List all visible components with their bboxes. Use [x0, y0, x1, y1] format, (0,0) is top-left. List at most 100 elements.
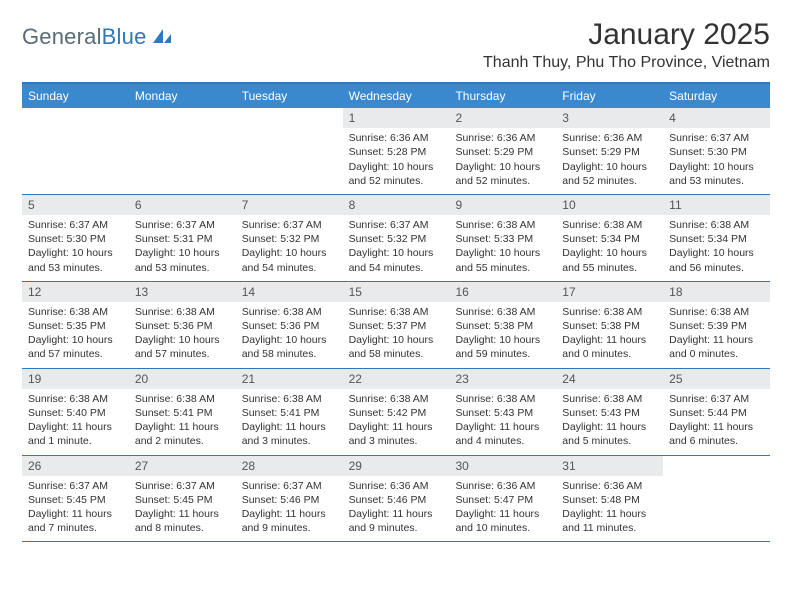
day-cell: 1Sunrise: 6:36 AMSunset: 5:28 PMDaylight… — [343, 108, 450, 194]
day-number: 4 — [663, 108, 770, 128]
sunset-line: Sunset: 5:36 PM — [242, 319, 337, 333]
day-body: Sunrise: 6:36 AMSunset: 5:46 PMDaylight:… — [343, 479, 450, 536]
sunset-line: Sunset: 5:46 PM — [349, 493, 444, 507]
sunrise-line: Sunrise: 6:37 AM — [669, 392, 764, 406]
daylight-line: Daylight: 10 hours and 54 minutes. — [242, 246, 337, 274]
daylight-line: Daylight: 10 hours and 58 minutes. — [349, 333, 444, 361]
day-number: 9 — [449, 195, 556, 215]
sunset-line: Sunset: 5:47 PM — [455, 493, 550, 507]
day-body: Sunrise: 6:36 AMSunset: 5:28 PMDaylight:… — [343, 131, 450, 188]
day-cell: 29 Sunrise: 6:36 AMSunset: 5:46 PMDayligh… — [343, 456, 450, 542]
week-row: 26Sunrise: 6:37 AMSunset: 5:45 PMDayligh… — [22, 456, 770, 543]
daylight-line: Daylight: 10 hours and 59 minutes. — [455, 333, 550, 361]
day-body: Sunrise: 6:38 AMSunset: 5:39 PMDaylight:… — [663, 305, 770, 362]
week-row: 12Sunrise: 6:38 AMSunset: 5:35 PMDayligh… — [22, 282, 770, 369]
day-cell: 9 Sunrise: 6:38 AMSunset: 5:33 PMDaylight… — [449, 195, 556, 281]
daylight-line: Daylight: 10 hours and 57 minutes. — [135, 333, 230, 361]
daylight-line: Daylight: 10 hours and 53 minutes. — [28, 246, 123, 274]
daylight-line: Daylight: 11 hours and 0 minutes. — [669, 333, 764, 361]
day-body: Sunrise: 6:38 AMSunset: 5:34 PMDaylight:… — [556, 218, 663, 275]
sunset-line: Sunset: 5:45 PM — [28, 493, 123, 507]
day-body: Sunrise: 6:37 AMSunset: 5:32 PMDaylight:… — [343, 218, 450, 275]
day-number: 25 — [663, 369, 770, 389]
day-number: 28 — [236, 456, 343, 476]
day-cell: 11Sunrise: 6:38 AMSunset: 5:34 PMDayligh… — [663, 195, 770, 281]
day-body: Sunrise: 6:37 AMSunset: 5:45 PMDaylight:… — [22, 479, 129, 536]
sunrise-line: Sunrise: 6:38 AM — [562, 305, 657, 319]
sunrise-line: Sunrise: 6:38 AM — [562, 218, 657, 232]
sunrise-line: Sunrise: 6:38 AM — [455, 392, 550, 406]
day-cell: 26Sunrise: 6:37 AMSunset: 5:45 PMDayligh… — [22, 456, 129, 542]
day-cell-empty: . — [22, 108, 129, 194]
day-cell: 19Sunrise: 6:38 AMSunset: 5:40 PMDayligh… — [22, 369, 129, 455]
day-number: 23 — [449, 369, 556, 389]
day-body: Sunrise: 6:38 AMSunset: 5:36 PMDaylight:… — [129, 305, 236, 362]
sunset-line: Sunset: 5:34 PM — [669, 232, 764, 246]
logo: GeneralBlue — [22, 18, 173, 50]
sunrise-line: Sunrise: 6:36 AM — [562, 479, 657, 493]
day-cell: 23 Sunrise: 6:38 AMSunset: 5:43 PMDayligh… — [449, 369, 556, 455]
day-body: Sunrise: 6:37 AMSunset: 5:32 PMDaylight:… — [236, 218, 343, 275]
day-cell: 27Sunrise: 6:37 AMSunset: 5:45 PMDayligh… — [129, 456, 236, 542]
daylight-line: Daylight: 10 hours and 56 minutes. — [669, 246, 764, 274]
weekday-header: Sunday — [22, 84, 129, 108]
day-number: 10 — [556, 195, 663, 215]
daylight-line: Daylight: 10 hours and 58 minutes. — [242, 333, 337, 361]
sunrise-line: Sunrise: 6:37 AM — [135, 218, 230, 232]
title-block: January 2025 Thanh Thuy, Phu Tho Provinc… — [483, 18, 770, 72]
sunrise-line: Sunrise: 6:37 AM — [135, 479, 230, 493]
day-number: 24 — [556, 369, 663, 389]
day-cell: 22Sunrise: 6:38 AMSunset: 5:42 PMDayligh… — [343, 369, 450, 455]
day-body: Sunrise: 6:36 AMSunset: 5:29 PMDaylight:… — [556, 131, 663, 188]
day-cell: 7Sunrise: 6:37 AMSunset: 5:32 PMDaylight… — [236, 195, 343, 281]
day-cell: 8Sunrise: 6:37 AMSunset: 5:32 PMDaylight… — [343, 195, 450, 281]
day-number: 18 — [663, 282, 770, 302]
day-number: 29 — [343, 456, 450, 476]
day-number: 2 — [449, 108, 556, 128]
day-cell: 31Sunrise: 6:36 AMSunset: 5:48 PMDayligh… — [556, 456, 663, 542]
sunset-line: Sunset: 5:43 PM — [562, 406, 657, 420]
daylight-line: Daylight: 11 hours and 6 minutes. — [669, 420, 764, 448]
day-cell: 20Sunrise: 6:38 AMSunset: 5:41 PMDayligh… — [129, 369, 236, 455]
month-title: January 2025 — [483, 18, 770, 52]
day-number: 15 — [343, 282, 450, 302]
daylight-line: Daylight: 11 hours and 7 minutes. — [28, 507, 123, 535]
sunrise-line: Sunrise: 6:38 AM — [242, 305, 337, 319]
sunset-line: Sunset: 5:29 PM — [562, 145, 657, 159]
sunset-line: Sunset: 5:41 PM — [135, 406, 230, 420]
day-body: Sunrise: 6:38 AMSunset: 5:36 PMDaylight:… — [236, 305, 343, 362]
daylight-line: Daylight: 11 hours and 10 minutes. — [455, 507, 550, 535]
day-body: Sunrise: 6:38 AMSunset: 5:43 PMDaylight:… — [449, 392, 556, 449]
day-body: Sunrise: 6:36 AMSunset: 5:29 PMDaylight:… — [449, 131, 556, 188]
sunrise-line: Sunrise: 6:37 AM — [242, 479, 337, 493]
sunrise-line: Sunrise: 6:38 AM — [28, 305, 123, 319]
day-number: 3 — [556, 108, 663, 128]
sunset-line: Sunset: 5:41 PM — [242, 406, 337, 420]
day-cell: 14Sunrise: 6:38 AMSunset: 5:36 PMDayligh… — [236, 282, 343, 368]
sunrise-line: Sunrise: 6:37 AM — [28, 479, 123, 493]
sunrise-line: Sunrise: 6:37 AM — [349, 218, 444, 232]
day-body: Sunrise: 6:38 AMSunset: 5:37 PMDaylight:… — [343, 305, 450, 362]
day-number: 12 — [22, 282, 129, 302]
sunrise-line: Sunrise: 6:38 AM — [28, 392, 123, 406]
sunrise-line: Sunrise: 6:38 AM — [242, 392, 337, 406]
daylight-line: Daylight: 11 hours and 3 minutes. — [349, 420, 444, 448]
sunset-line: Sunset: 5:48 PM — [562, 493, 657, 507]
day-cell: 6Sunrise: 6:37 AMSunset: 5:31 PMDaylight… — [129, 195, 236, 281]
sunrise-line: Sunrise: 6:38 AM — [562, 392, 657, 406]
sunset-line: Sunset: 5:44 PM — [669, 406, 764, 420]
day-body: Sunrise: 6:36 AMSunset: 5:48 PMDaylight:… — [556, 479, 663, 536]
sunset-line: Sunset: 5:33 PM — [455, 232, 550, 246]
logo-text: GeneralBlue — [22, 24, 147, 50]
sunrise-line: Sunrise: 6:36 AM — [562, 131, 657, 145]
day-number: 13 — [129, 282, 236, 302]
day-cell: 18 Sunrise: 6:38 AMSunset: 5:39 PMDayligh… — [663, 282, 770, 368]
sunset-line: Sunset: 5:30 PM — [669, 145, 764, 159]
sunset-line: Sunset: 5:43 PM — [455, 406, 550, 420]
daylight-line: Daylight: 11 hours and 9 minutes. — [349, 507, 444, 535]
day-body: Sunrise: 6:38 AMSunset: 5:33 PMDaylight:… — [449, 218, 556, 275]
day-cell: 17Sunrise: 6:38 AMSunset: 5:38 PMDayligh… — [556, 282, 663, 368]
sunset-line: Sunset: 5:45 PM — [135, 493, 230, 507]
sunset-line: Sunset: 5:29 PM — [455, 145, 550, 159]
day-body: Sunrise: 6:38 AMSunset: 5:38 PMDaylight:… — [449, 305, 556, 362]
